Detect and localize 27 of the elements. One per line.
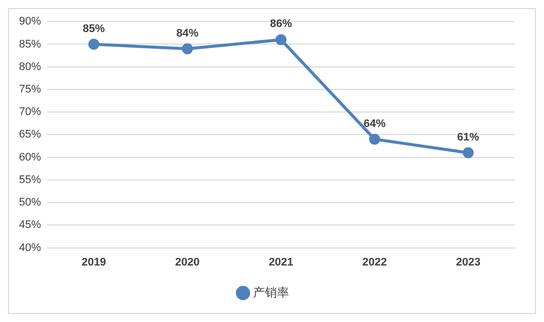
y-tick-label: 70% — [18, 106, 42, 118]
x-tick-label: 2020 — [175, 256, 200, 268]
y-tick-label: 40% — [18, 242, 42, 254]
x-tick-label: 2023 — [456, 256, 480, 268]
data-label: 61% — [457, 131, 480, 144]
legend-label: 产销率 — [253, 285, 289, 300]
data-label: 84% — [176, 27, 199, 40]
point — [462, 147, 474, 158]
point — [182, 43, 193, 54]
y-tick-label: 45% — [18, 219, 42, 232]
data-label: 85% — [82, 22, 106, 35]
y-tick-label: 55% — [18, 174, 42, 186]
x-tick-label: 2019 — [82, 256, 106, 268]
point — [369, 134, 380, 145]
point — [88, 38, 100, 50]
y-tick-label: 85% — [18, 38, 42, 50]
y-tick-label: 65% — [18, 128, 42, 141]
y-tick-label: 60% — [18, 151, 42, 164]
y-tick-label: 50% — [18, 196, 42, 209]
x-tick-label: 2021 — [268, 256, 294, 268]
data-label: 64% — [364, 118, 386, 130]
point — [276, 34, 287, 46]
data-label: 86% — [270, 18, 292, 30]
y-tick-label: 90% — [18, 16, 42, 28]
x-tick-label: 2022 — [362, 256, 387, 268]
y-tick-label: 80% — [18, 60, 42, 73]
y-tick-label: 75% — [18, 83, 42, 96]
